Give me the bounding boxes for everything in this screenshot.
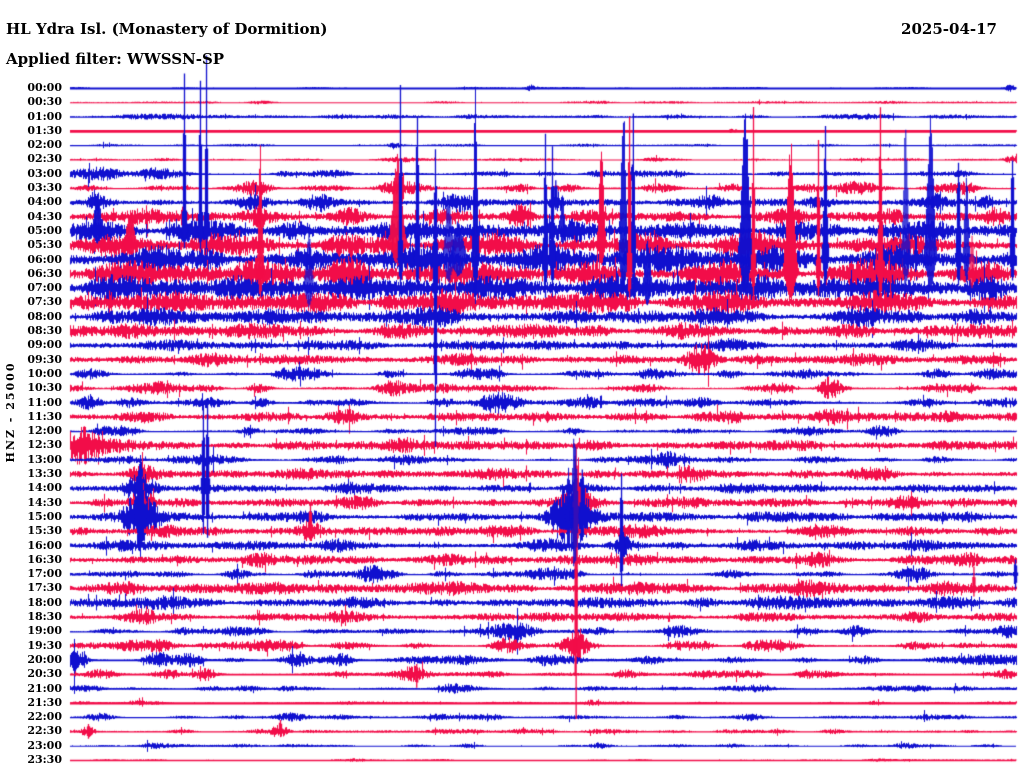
time-label-03:00: 03:00: [27, 166, 62, 180]
time-label-07:00: 07:00: [27, 281, 62, 295]
time-label-16:00: 16:00: [27, 538, 62, 552]
time-label-20:30: 20:30: [27, 667, 62, 681]
time-label-06:00: 06:00: [27, 252, 62, 266]
time-label-12:30: 12:30: [27, 438, 62, 452]
time-label-06:30: 06:30: [27, 266, 62, 280]
time-label-09:30: 09:30: [27, 352, 62, 366]
time-label-23:00: 23:00: [27, 738, 62, 752]
time-label-11:30: 11:30: [27, 409, 62, 423]
time-label-03:30: 03:30: [27, 181, 62, 195]
time-label-13:30: 13:30: [27, 467, 62, 481]
time-label-02:00: 02:00: [27, 138, 62, 152]
time-label-20:00: 20:00: [27, 652, 62, 666]
time-label-04:30: 04:30: [27, 209, 62, 223]
time-label-00:00: 00:00: [27, 81, 62, 94]
time-label-18:30: 18:30: [27, 610, 62, 624]
time-label-10:00: 10:00: [27, 366, 62, 380]
time-label-08:30: 08:30: [27, 324, 62, 338]
time-label-12:00: 12:00: [27, 424, 62, 438]
time-label-16:30: 16:30: [27, 552, 62, 566]
time-label-18:00: 18:00: [27, 595, 62, 609]
time-label-15:00: 15:00: [27, 509, 62, 523]
time-label-09:00: 09:00: [27, 338, 62, 352]
time-label-17:30: 17:30: [27, 581, 62, 595]
time-label-08:00: 08:00: [27, 309, 62, 323]
time-label-14:00: 14:00: [27, 481, 62, 495]
time-label-01:30: 01:30: [27, 123, 62, 137]
time-label-07:30: 07:30: [27, 295, 62, 309]
time-label-21:00: 21:00: [27, 681, 62, 695]
time-label-01:00: 01:00: [27, 109, 62, 123]
time-label-02:30: 02:30: [27, 152, 62, 166]
time-label-10:30: 10:30: [27, 381, 62, 395]
time-label-19:30: 19:30: [27, 638, 62, 652]
time-label-05:30: 05:30: [27, 238, 62, 252]
time-label-14:30: 14:30: [27, 495, 62, 509]
time-label-19:00: 19:00: [27, 624, 62, 638]
time-label-22:00: 22:00: [27, 710, 62, 724]
time-label-23:30: 23:30: [27, 753, 62, 766]
time-label-13:00: 13:00: [27, 452, 62, 466]
time-label-00:30: 00:30: [27, 95, 62, 109]
time-label-21:30: 21:30: [27, 695, 62, 709]
station-title: HL Ydra Isl. (Monastery of Dormition): [6, 20, 328, 38]
time-label-11:00: 11:00: [27, 395, 62, 409]
time-label-05:00: 05:00: [27, 223, 62, 237]
time-label-15:30: 15:30: [27, 524, 62, 538]
time-label-04:00: 04:00: [27, 195, 62, 209]
time-label-17:00: 17:00: [27, 567, 62, 581]
applied-filter-label: Applied filter: WWSSN-SP: [6, 50, 225, 68]
time-label-22:30: 22:30: [27, 724, 62, 738]
date-label: 2025-04-17: [901, 20, 997, 38]
